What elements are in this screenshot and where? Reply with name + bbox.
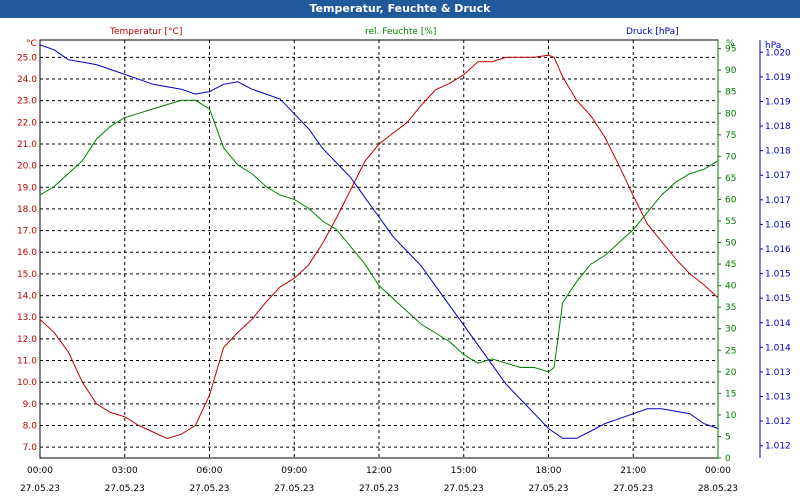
series-line-pressure: [39, 44, 719, 439]
x-tick-time: 03:00: [112, 466, 138, 476]
humidity-tick-label: 85: [725, 88, 736, 98]
temperature-tick-label: 23.0: [17, 97, 37, 107]
humidity-tick-label: 5: [725, 432, 731, 442]
x-tick-date: 27.05.23: [613, 484, 653, 494]
temperature-tick-label: 13.0: [17, 313, 37, 323]
x-tick-date: 27.05.23: [274, 484, 314, 494]
humidity-tick-label: 15: [725, 389, 736, 399]
x-tick-date: 27.05.23: [359, 484, 399, 494]
temperature-tick-label: 18.0: [17, 205, 37, 215]
x-tick-time: 18:00: [536, 466, 562, 476]
x-tick-time: 09:00: [281, 466, 307, 476]
x-tick-time: 06:00: [197, 466, 223, 476]
pressure-tick-label: 1.017: [765, 196, 791, 206]
pressure-tick-label: 1.015: [765, 294, 791, 304]
pressure-tick-label: 1.020: [765, 48, 791, 58]
temperature-tick-label: 24.0: [17, 75, 37, 85]
pressure-tick-label: 1.014: [765, 343, 791, 353]
pressure-tick-label: 1.018: [765, 147, 791, 157]
x-tick-date: 27.05.23: [528, 484, 568, 494]
x-tick-date: 27.05.23: [189, 484, 229, 494]
x-tick-date: 27.05.23: [20, 484, 60, 494]
axes: 7.0 8.0 9.0 10.0 11.0 12.0 13.0 14.0 15.0 16.0 17.…: [17, 40, 791, 494]
temperature-tick-label: 14.0: [17, 292, 37, 302]
humidity-tick-label: 95: [725, 45, 736, 55]
temperature-axis-label: Temperatur [°C]: [109, 27, 182, 37]
humidity-tick-label: 20: [725, 368, 737, 378]
chart-title: Temperatur, Feuchte & Druck: [0, 0, 800, 18]
humidity-tick-label: 70: [725, 152, 737, 162]
pressure-tick-label: 1.016: [765, 245, 791, 255]
humidity-tick-label: 45: [725, 260, 736, 270]
pressure-axis-label: Druck [hPa]: [626, 27, 679, 37]
series-line-temperature: [39, 54, 719, 440]
temperature-tick-label: 21.0: [17, 140, 37, 150]
humidity-tick-label: 60: [725, 195, 737, 205]
pressure-tick-label: 1.019: [765, 73, 791, 83]
pressure-tick-label: 1.019: [765, 97, 791, 107]
temperature-tick-label: 8.0: [23, 422, 38, 432]
humidity-tick-label: 30: [725, 325, 737, 335]
pressure-tick-label: 1.015: [765, 270, 791, 280]
temperature-tick-label: 9.0: [23, 400, 38, 410]
humidity-tick-label: 35: [725, 303, 736, 313]
x-tick-date: 27.05.23: [444, 484, 484, 494]
temperature-axis-unit: °C: [26, 39, 37, 49]
humidity-tick-label: 65: [725, 174, 736, 184]
temperature-tick-label: 19.0: [17, 183, 37, 193]
temperature-tick-label: 12.0: [17, 335, 37, 345]
x-tick-time: 21:00: [620, 466, 646, 476]
axis-labels: °C Temperatur [°C] rel. Feuchte [%] % Dr…: [26, 27, 781, 51]
pressure-tick-label: 1.012: [765, 442, 791, 452]
pressure-tick-label: 1.018: [765, 122, 791, 132]
humidity-tick-label: 75: [725, 131, 736, 141]
temperature-tick-label: 7.0: [23, 443, 38, 453]
humidity-tick-label: 80: [725, 109, 737, 119]
grid: [39, 39, 719, 459]
humidity-tick-label: 0: [725, 454, 731, 464]
temperature-tick-label: 22.0: [17, 118, 37, 128]
chart-plot: 7.0 8.0 9.0 10.0 11.0 12.0 13.0 14.0 15.0 16.0 17.…: [17, 27, 791, 494]
temperature-tick-label: 17.0: [17, 227, 37, 237]
temperature-tick-label: 11.0: [17, 357, 37, 367]
pressure-axis-unit: hPa: [765, 41, 781, 51]
humidity-tick-label: 25: [725, 346, 736, 356]
x-tick-date: 28.05.23: [698, 484, 738, 494]
x-tick-date: 27.05.23: [105, 484, 145, 494]
humidity-axis-unit: %: [726, 39, 735, 49]
temperature-tick-label: 16.0: [17, 248, 37, 258]
pressure-tick-label: 1.016: [765, 220, 791, 230]
pressure-tick-label: 1.013: [765, 393, 791, 403]
series-line-humidity: [39, 99, 719, 373]
x-tick-time: 15:00: [451, 466, 477, 476]
x-tick-time: 00:00: [27, 466, 53, 476]
pressure-tick-label: 1.012: [765, 417, 791, 427]
pressure-tick-label: 1.014: [765, 319, 791, 329]
humidity-tick-label: 90: [725, 66, 737, 76]
temperature-tick-label: 15.0: [17, 270, 37, 280]
humidity-tick-label: 40: [725, 282, 737, 292]
x-tick-time: 12:00: [366, 466, 392, 476]
temperature-tick-label: 25.0: [17, 53, 37, 63]
pressure-tick-label: 1.013: [765, 368, 791, 378]
x-tick-time: 00:00: [705, 466, 731, 476]
humidity-tick-label: 50: [725, 239, 737, 249]
humidity-axis-label: rel. Feuchte [%]: [365, 27, 436, 37]
series-group: [39, 44, 719, 440]
humidity-tick-label: 55: [725, 217, 736, 227]
temperature-tick-label: 10.0: [17, 378, 37, 388]
humidity-tick-label: 10: [725, 411, 737, 421]
pressure-tick-label: 1.017: [765, 171, 791, 181]
temperature-tick-label: 20.0: [17, 162, 37, 172]
